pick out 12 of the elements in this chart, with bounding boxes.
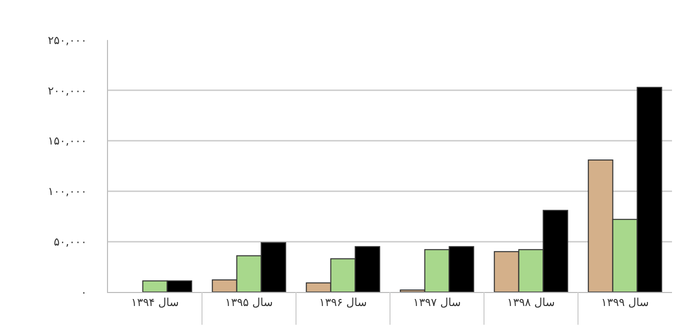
x-tick-label: سال ۱۳۹۶	[319, 296, 367, 310]
x-tick-label: سال ۱۳۹۴	[131, 296, 179, 310]
y-tick-label: ۲۰۰,۰۰۰	[48, 84, 87, 98]
y-tick-label: ۰	[80, 286, 87, 299]
x-tick-label: سال ۱۳۹۸	[507, 296, 555, 310]
y-tick-label: ۱۰۰,۰۰۰	[48, 185, 87, 198]
y-tick-label: ۵۰,۰۰۰	[54, 235, 87, 248]
x-tick-label: سال ۱۳۹۷	[413, 296, 461, 310]
x-tick-label: سال ۱۳۹۹	[601, 296, 649, 310]
y-tick-label: ۱۵۰,۰۰۰	[48, 134, 87, 148]
x-tick-label: سال ۱۳۹۵	[225, 296, 273, 310]
y-tick-label: ۲۵۰,۰۰۰	[48, 34, 87, 47]
